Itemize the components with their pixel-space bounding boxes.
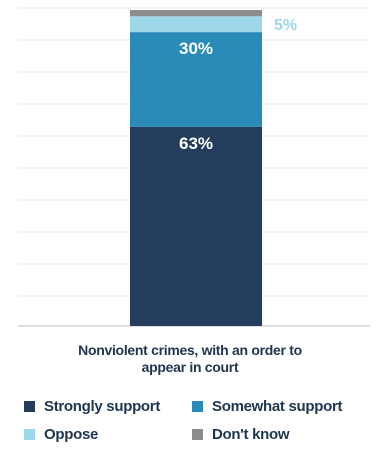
bar-segment-oppose [130,16,262,33]
data-label-somewhat-support: 30% [179,39,213,58]
legend-swatch-dont-know [192,429,203,440]
category-label: Nonviolent crimes, with an order to appe… [78,342,302,375]
stacked-bar [130,10,262,326]
legend-label-oppose: Oppose [44,426,99,443]
legend-swatch-somewhat-support [192,401,203,412]
legend-item-strongly-support: Strongly support [24,398,160,415]
legend-label-somewhat-support: Somewhat support [212,398,343,415]
legend-item-dont-know: Don't know [192,426,290,443]
legend-item-oppose: Oppose [24,426,98,443]
legend-label-strongly-support: Strongly support [44,398,161,415]
legend-swatch-oppose [24,429,35,440]
bar-segment-don-t-know [130,10,262,17]
legend-label-dont-know: Don't know [212,426,290,443]
data-label-strongly-support: 63% [179,134,213,153]
data-label-oppose: 5% [274,17,297,34]
bar-segment-strongly-support [130,126,262,326]
legend-item-somewhat-support: Somewhat support [192,398,343,415]
legend-swatch-strongly-support [24,401,35,412]
data-labels: 63% 30% 5% [179,17,297,153]
bar-segment-somewhat-support [130,32,262,127]
